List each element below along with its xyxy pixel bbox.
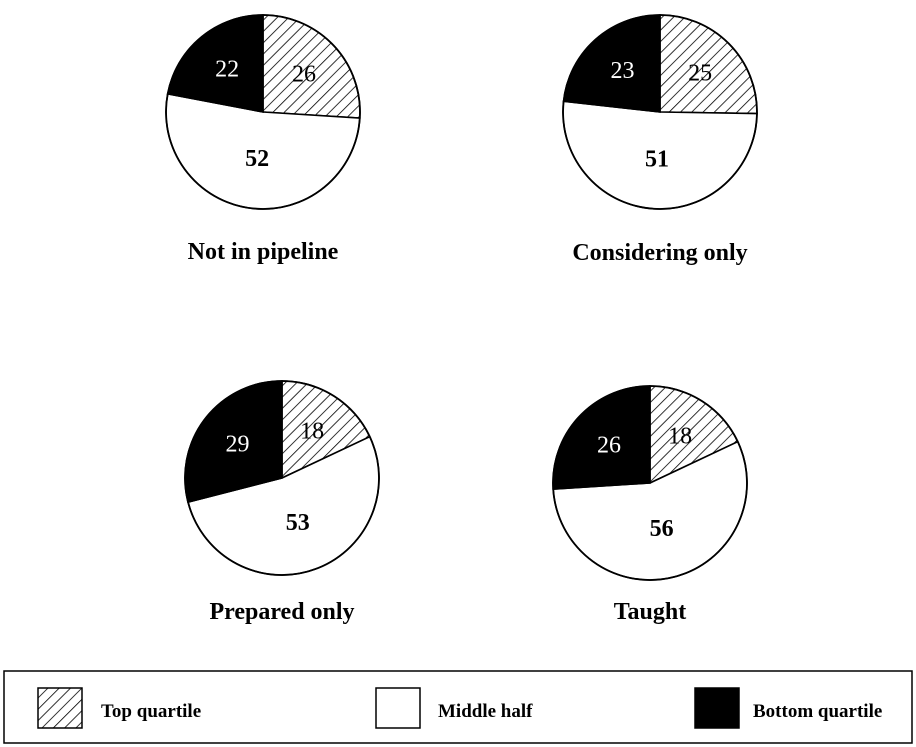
legend-label-middle-half: Middle half — [438, 701, 533, 722]
data-label-prepared-only-top-quartile: 18 — [300, 419, 324, 445]
legend-swatch-bottom-quartile — [694, 687, 740, 729]
legend-swatch-top-quartile — [37, 687, 83, 729]
pie-outline-taught — [552, 385, 748, 581]
data-label-not-in-pipeline-top-quartile: 26 — [292, 61, 316, 87]
pie-title-considering-only: Considering only — [572, 240, 747, 266]
data-label-considering-only-middle-half: 51 — [645, 146, 669, 172]
legend: Top quartile Middle half Bottom quartile — [3, 670, 913, 744]
legend-label-top-quartile: Top quartile — [101, 701, 201, 722]
pie-outline-considering-only — [562, 14, 758, 210]
pie-title-taught: Taught — [614, 599, 687, 625]
pie-considering-only: 25 51 23 Considering only — [562, 14, 758, 266]
pie-prepared-only: 18 53 29 Prepared only — [184, 380, 380, 625]
data-label-not-in-pipeline-bottom-quartile: 22 — [215, 57, 239, 83]
data-label-taught-middle-half: 56 — [650, 516, 674, 542]
legend-box — [3, 670, 913, 744]
legend-label-bottom-quartile: Bottom quartile — [753, 701, 882, 722]
pie-taught: 18 56 26 Taught — [552, 385, 748, 625]
pie-outline-not-in-pipeline — [165, 14, 361, 210]
pie-title-not-in-pipeline: Not in pipeline — [188, 239, 339, 265]
pie-not-in-pipeline: 26 52 22 Not in pipeline — [165, 14, 361, 265]
pie-charts-group: 26 52 22 Not in pipeline 25 51 23 Considering o… — [165, 14, 758, 625]
data-label-not-in-pipeline-middle-half: 52 — [245, 146, 269, 172]
data-label-taught-bottom-quartile: 26 — [597, 432, 621, 458]
legend-swatch-middle-half — [375, 687, 421, 729]
data-label-prepared-only-bottom-quartile: 29 — [226, 432, 250, 458]
data-label-taught-top-quartile: 18 — [668, 424, 692, 450]
data-label-considering-only-bottom-quartile: 23 — [610, 58, 634, 84]
data-label-considering-only-top-quartile: 25 — [688, 61, 712, 87]
pie-title-prepared-only: Prepared only — [209, 599, 354, 625]
pie-outline-prepared-only — [184, 380, 380, 576]
data-label-prepared-only-middle-half: 53 — [286, 510, 310, 536]
